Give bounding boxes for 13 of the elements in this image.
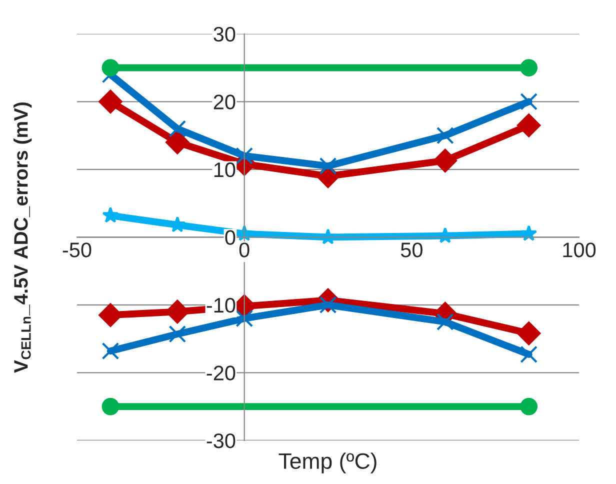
y-tick-label: -20 xyxy=(206,366,236,380)
y-tick-label: 30 xyxy=(214,26,236,42)
y-tick-label: -10 xyxy=(206,298,236,313)
y-tick-label: 20 xyxy=(214,94,236,110)
x-axis-title: Temp (ºC) xyxy=(278,452,376,474)
y-tick-label: 0 xyxy=(225,230,236,245)
y-tick-label: 10 xyxy=(214,162,236,178)
x-tick-label: 0 xyxy=(239,242,250,258)
y-tick-label: -30 xyxy=(206,433,236,448)
x-tick-label: 50 xyxy=(400,242,422,258)
y-axis-title: V$_{CELLn}$_4.5V ADC_errors (mV) xyxy=(14,102,32,373)
x-tick-label: 100 xyxy=(563,242,596,258)
x-tick-label: -50 xyxy=(62,242,92,258)
